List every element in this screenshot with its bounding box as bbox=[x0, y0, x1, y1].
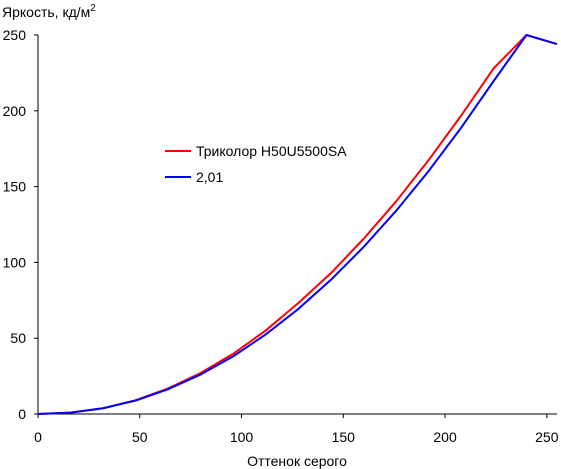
y-tick-label: 50 bbox=[10, 330, 26, 346]
x-axis-label: Оттенок серого bbox=[247, 453, 347, 469]
y-tick-label: 0 bbox=[18, 406, 26, 422]
y-axis-label: Яркость, кд/м2 bbox=[2, 3, 96, 20]
y-tick-label: 150 bbox=[3, 179, 27, 195]
x-tick-label: 50 bbox=[132, 429, 148, 445]
y-tick-label: 200 bbox=[3, 103, 27, 119]
series-line-2 bbox=[37, 34, 558, 415]
series-line-1 bbox=[37, 34, 558, 415]
legend: Триколор H50U5500SA 2,01 bbox=[165, 143, 347, 185]
y-axis-label-superscript: 2 bbox=[90, 3, 96, 14]
x-tick-label: 200 bbox=[433, 429, 457, 445]
y-axis-label-text: Яркость, кд/м bbox=[2, 4, 90, 20]
series-group bbox=[37, 34, 558, 415]
ticks: 0 50 100 150 200 250 0 50 100 150 200 250 bbox=[3, 27, 559, 445]
x-tick-label: 150 bbox=[332, 429, 356, 445]
y-tick-label: 100 bbox=[3, 254, 27, 270]
x-tick-label: 250 bbox=[535, 429, 559, 445]
y-tick-label: 250 bbox=[3, 27, 27, 43]
x-tick-label: 100 bbox=[230, 429, 254, 445]
x-tick-label: 0 bbox=[34, 429, 42, 445]
axes bbox=[37, 35, 557, 415]
legend-label-series-2: 2,01 bbox=[196, 169, 223, 185]
legend-label-series-1: Триколор H50U5500SA bbox=[196, 143, 347, 159]
